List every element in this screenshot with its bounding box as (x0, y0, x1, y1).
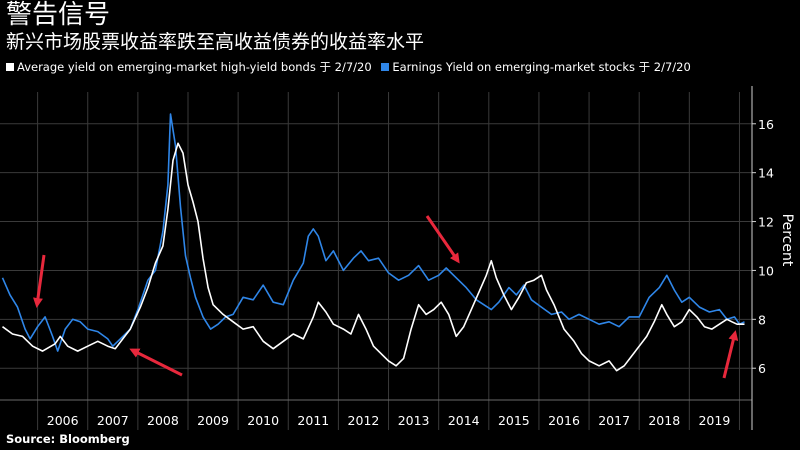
chart-lines (1, 113, 745, 372)
y-tick-label: 8 (758, 312, 766, 327)
x-tick-label: 2015 (498, 413, 530, 428)
x-tick-label: 2013 (398, 413, 430, 428)
legend-swatch-stocks (381, 63, 390, 71)
x-tick-label: 2014 (448, 413, 480, 428)
page-title: 警告信号 (6, 0, 111, 30)
x-tick-label: 2017 (598, 413, 630, 428)
y-tick-label: 14 (758, 166, 774, 181)
series-line-stocks (1, 113, 745, 352)
x-tick-label: 2007 (97, 413, 129, 428)
x-tick-label: 2012 (348, 413, 380, 428)
y-tick-label: 16 (758, 117, 774, 132)
chart-grid (0, 92, 752, 430)
x-tick-label: 2009 (197, 413, 229, 428)
x-tick-label: 2016 (548, 413, 580, 428)
annotation-arrow (425, 215, 460, 264)
y-axis: 6 8 10 12 14 16 (751, 86, 774, 430)
series-line-bonds (2, 142, 745, 372)
legend-item-bonds: Average yield on emerging-market high-yi… (6, 60, 372, 74)
x-tick-label: 2006 (47, 413, 79, 428)
legend-swatch-bonds (6, 63, 14, 71)
x-tick-label: 2010 (247, 413, 279, 428)
x-tick-label: 2018 (648, 413, 680, 428)
y-tick-label: 10 (758, 263, 774, 278)
x-tick-label: 2019 (698, 413, 730, 428)
annotation-arrow (33, 254, 46, 308)
annotation-arrow (722, 330, 739, 379)
page-subtitle: 新兴市场股票收益率跌至高收益债券的收益率水平 (6, 31, 425, 53)
x-tick-label: 2008 (147, 413, 179, 428)
source-note: Source: Bloomberg (6, 432, 130, 446)
legend: Average yield on emerging-market high-yi… (6, 60, 697, 74)
legend-label-stocks: Earnings Yield on emerging-market stocks… (392, 60, 691, 74)
x-axis: 2006 2007 2008 2009 2010 2011 2012 2013 2014 2015… (0, 399, 752, 428)
y-tick-label: 12 (758, 215, 774, 230)
x-tick-label: 2011 (297, 413, 329, 428)
y-tick-label: 6 (758, 361, 766, 376)
y-axis-label: Percent (779, 214, 795, 267)
annotation-arrows (33, 215, 739, 379)
legend-label-bonds: Average yield on emerging-market high-yi… (17, 60, 372, 74)
annotation-arrow (129, 348, 183, 377)
legend-item-stocks: Earnings Yield on emerging-market stocks… (381, 60, 691, 74)
